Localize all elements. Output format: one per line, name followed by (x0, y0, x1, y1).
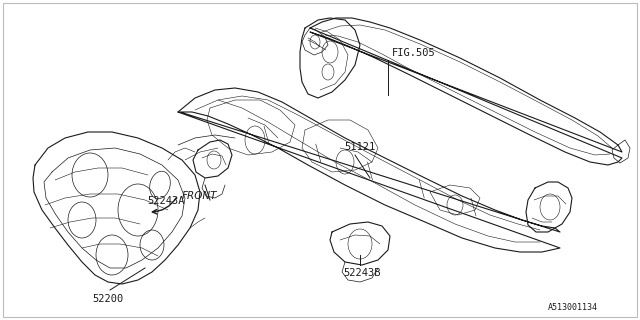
Text: FRONT: FRONT (182, 191, 218, 201)
Text: 52243A: 52243A (147, 196, 185, 206)
Text: 52243B: 52243B (343, 268, 381, 278)
Text: 52200: 52200 (92, 294, 124, 304)
Text: A513001134: A513001134 (548, 303, 598, 312)
Text: 51121: 51121 (344, 142, 376, 152)
Text: FIG.505: FIG.505 (392, 48, 436, 58)
